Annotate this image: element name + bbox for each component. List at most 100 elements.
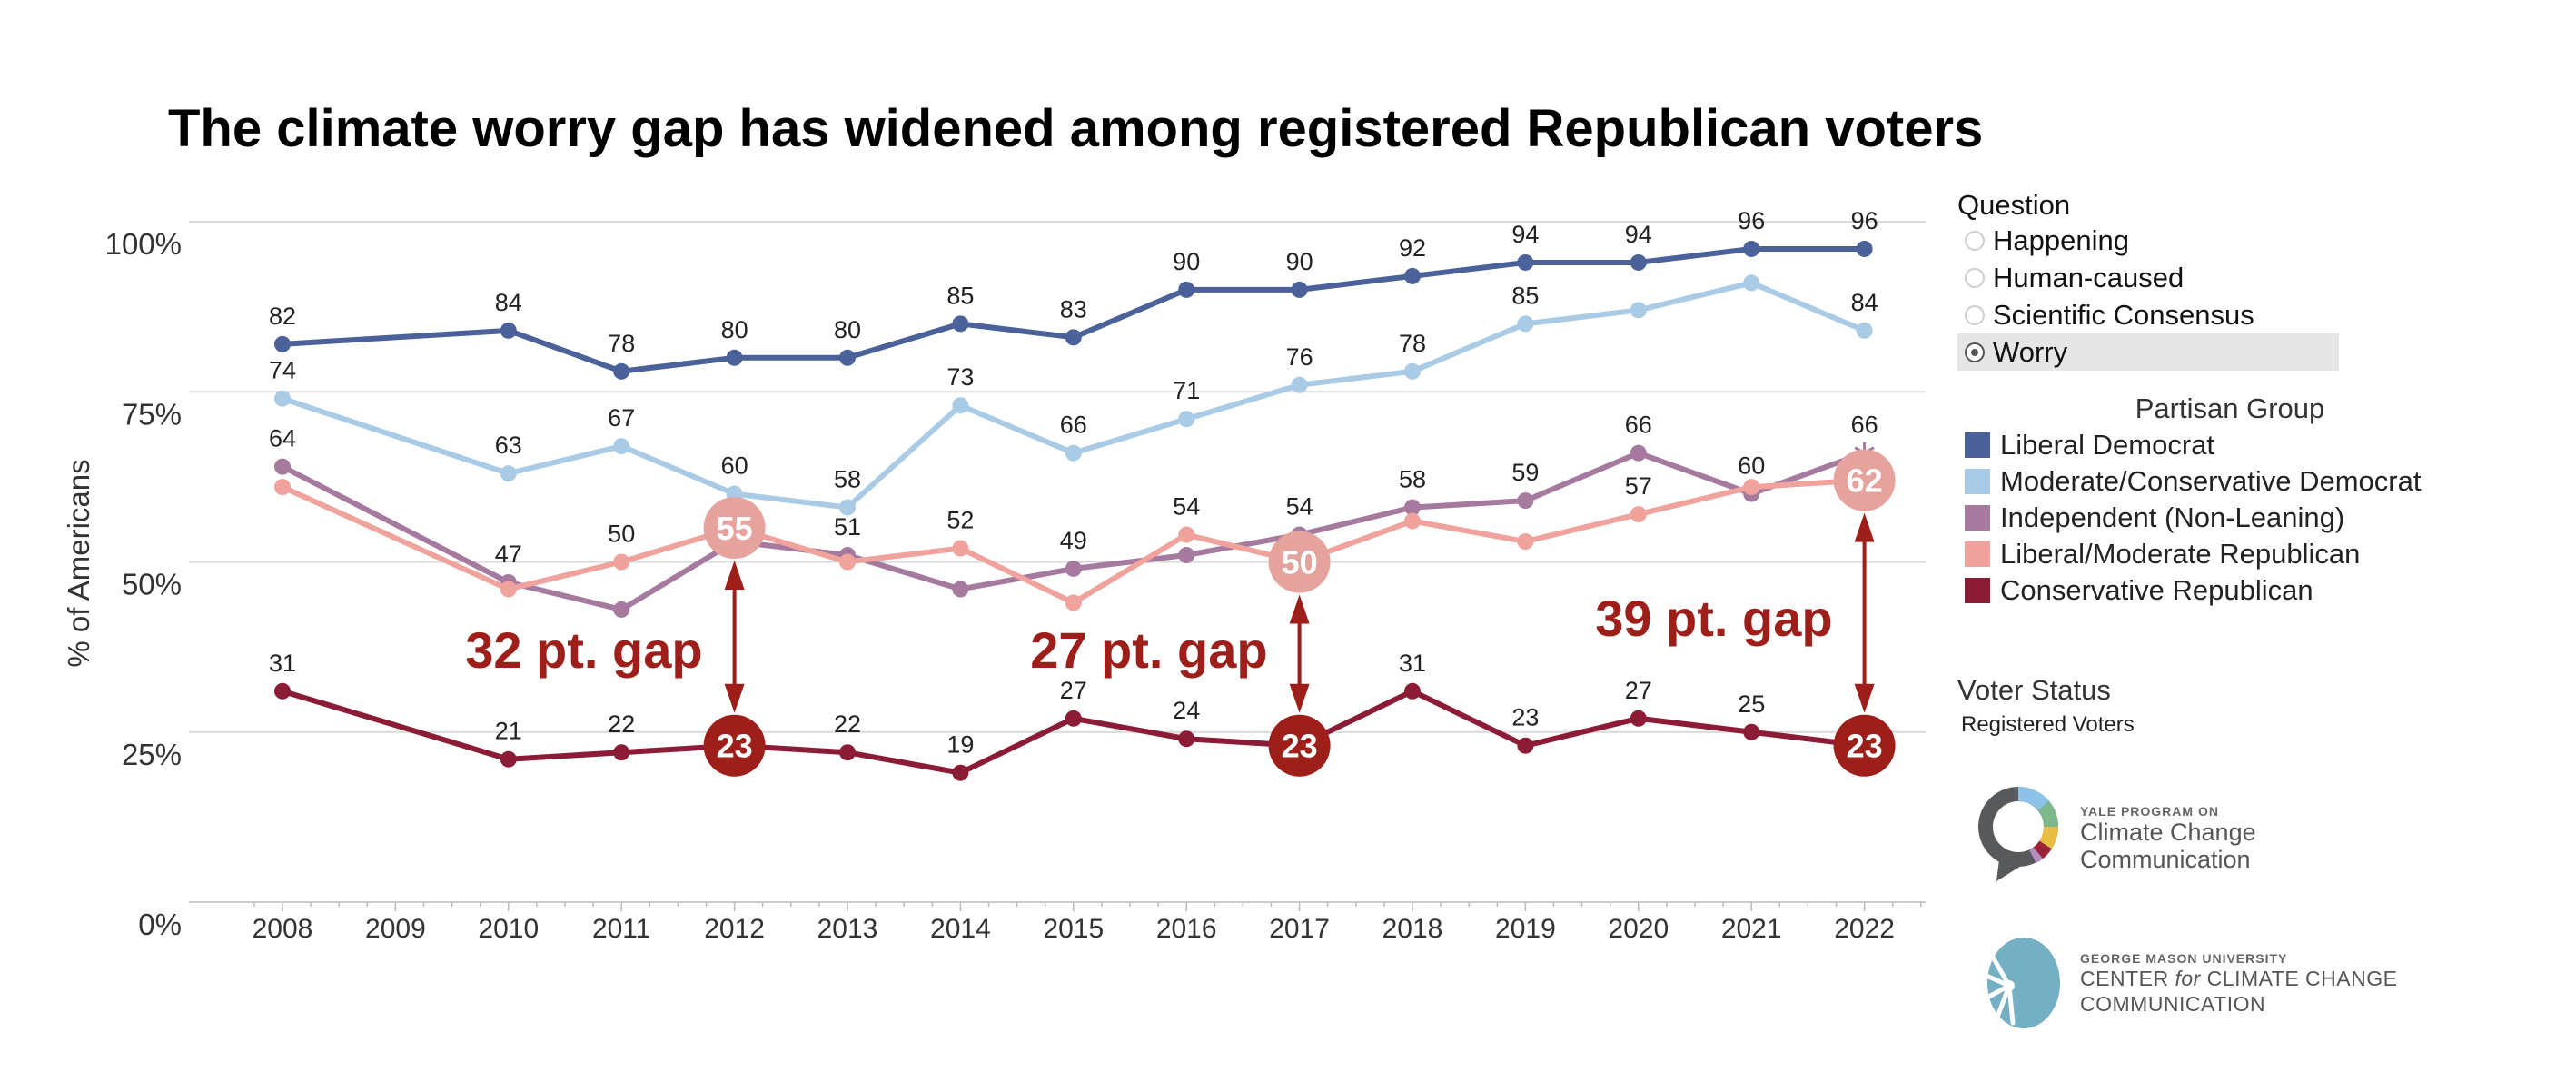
data-point[interactable]: [1743, 240, 1760, 257]
data-label: 51: [834, 513, 861, 541]
data-label: 60: [721, 452, 748, 480]
data-point[interactable]: [1517, 253, 1534, 271]
data-point[interactable]: [1743, 274, 1760, 292]
data-point[interactable]: [274, 335, 291, 352]
legend-swatch: [1965, 469, 1990, 494]
question-options: Happening Human-caused Scientific Consensu…: [1957, 222, 2339, 371]
data-label: 66: [1625, 412, 1652, 439]
legend-item[interactable]: Liberal Democrat: [1957, 427, 2466, 463]
legend-item[interactable]: Moderate/Conservative Democrat: [1957, 463, 2466, 500]
data-point[interactable]: [1178, 411, 1195, 428]
callout-upper-value: 55: [717, 510, 753, 547]
arrow-down-icon: [724, 683, 745, 713]
arrow-up-icon: [724, 561, 745, 591]
data-point[interactable]: [613, 553, 630, 571]
legend-item[interactable]: Liberal/Moderate Republican: [1957, 536, 2466, 572]
data-point[interactable]: [1404, 362, 1421, 380]
data-point[interactable]: [613, 438, 630, 455]
data-point[interactable]: [1630, 710, 1647, 727]
data-point[interactable]: [500, 750, 517, 768]
data-point[interactable]: [726, 349, 743, 366]
data-point[interactable]: [1065, 594, 1082, 611]
data-point[interactable]: [1743, 479, 1760, 496]
data-point[interactable]: [274, 479, 291, 496]
data-point[interactable]: [613, 744, 630, 761]
data-label: 66: [1060, 412, 1087, 439]
data-label: 22: [608, 710, 635, 738]
question-option-human-caused[interactable]: Human-caused: [1957, 259, 2339, 296]
radio-unchecked-icon[interactable]: [1965, 230, 1985, 251]
data-point[interactable]: [839, 499, 856, 516]
data-point[interactable]: [1517, 315, 1534, 333]
legend-title: Partisan Group: [2135, 392, 2325, 424]
x-tick-label: 2016: [1156, 914, 1217, 944]
gmu-logo-line2-c: CLIMATE CHANGE: [2200, 966, 2398, 990]
data-point[interactable]: [1065, 710, 1082, 727]
data-point[interactable]: [1178, 547, 1195, 564]
data-point[interactable]: [952, 315, 969, 333]
data-point[interactable]: [1630, 506, 1647, 523]
data-point[interactable]: [1404, 512, 1421, 530]
callout-lower-circle: [1268, 714, 1331, 777]
data-point[interactable]: [613, 601, 630, 618]
question-option-happening[interactable]: Happening: [1957, 222, 2339, 259]
data-point[interactable]: [1856, 322, 1873, 339]
callout-upper-circle: [1833, 449, 1896, 511]
data-point[interactable]: [1178, 281, 1195, 298]
data-point[interactable]: [1517, 533, 1534, 551]
data-point[interactable]: [952, 764, 969, 781]
data-point[interactable]: [1178, 526, 1195, 543]
data-point[interactable]: [1404, 267, 1421, 284]
data-point[interactable]: [274, 458, 291, 475]
data-label: 54: [1173, 493, 1200, 521]
data-point[interactable]: [1517, 737, 1534, 754]
data-point[interactable]: [1404, 499, 1421, 516]
data-point[interactable]: [1065, 560, 1082, 577]
data-point[interactable]: [1065, 329, 1082, 346]
data-label: 24: [1173, 697, 1200, 724]
data-point[interactable]: [1065, 444, 1082, 462]
data-point[interactable]: [500, 465, 517, 482]
data-point[interactable]: [1630, 302, 1647, 319]
data-point[interactable]: [1743, 723, 1760, 740]
data-point[interactable]: [952, 397, 969, 414]
gap-label: 39 pt. gap: [1595, 590, 1832, 647]
data-label: 96: [1738, 207, 1765, 234]
voter-status-value[interactable]: Registered Voters: [1961, 712, 2135, 737]
legend-item[interactable]: Independent (Non-Leaning): [1957, 500, 2466, 536]
data-point[interactable]: [839, 553, 856, 571]
question-option-scientific-consensus[interactable]: Scientific Consensus: [1957, 296, 2339, 333]
data-point[interactable]: [500, 581, 517, 598]
legend-item[interactable]: Conservative Republican: [1957, 572, 2466, 609]
data-point[interactable]: [500, 322, 517, 339]
data-label: 64: [269, 425, 296, 452]
question-option-worry[interactable]: Worry: [1957, 333, 2339, 371]
data-point[interactable]: [839, 744, 856, 761]
data-point[interactable]: [1178, 730, 1195, 748]
data-point[interactable]: [1517, 492, 1534, 510]
data-point[interactable]: [952, 540, 969, 557]
data-point[interactable]: [1856, 240, 1873, 257]
data-label: 58: [834, 466, 861, 493]
gap-label: 32 pt. gap: [465, 621, 702, 679]
data-point[interactable]: [274, 682, 291, 700]
radio-unchecked-icon[interactable]: [1965, 304, 1985, 325]
data-point[interactable]: [839, 349, 856, 366]
gap-annotations: 55 23 32 pt. gap 50 23 27 pt. gap 62 23 39 pt. g…: [465, 449, 1896, 777]
radio-checked-icon[interactable]: [1965, 342, 1985, 362]
data-label: 96: [1851, 207, 1878, 234]
voter-status-title: Voter Status: [1957, 674, 2111, 706]
data-label: 94: [1511, 221, 1539, 248]
data-point[interactable]: [952, 581, 969, 598]
data-point[interactable]: [1630, 253, 1647, 271]
data-point[interactable]: [274, 390, 291, 407]
data-point[interactable]: [1404, 682, 1421, 700]
data-label: 74: [269, 357, 296, 384]
data-point[interactable]: [1291, 281, 1308, 298]
gap-annotation-2017: 50 23 27 pt. gap: [1030, 531, 1331, 777]
radio-unchecked-icon[interactable]: [1965, 267, 1985, 288]
data-label: 31: [1399, 650, 1426, 677]
data-point[interactable]: [1630, 444, 1647, 462]
data-point[interactable]: [613, 362, 630, 380]
data-point[interactable]: [1291, 376, 1308, 393]
